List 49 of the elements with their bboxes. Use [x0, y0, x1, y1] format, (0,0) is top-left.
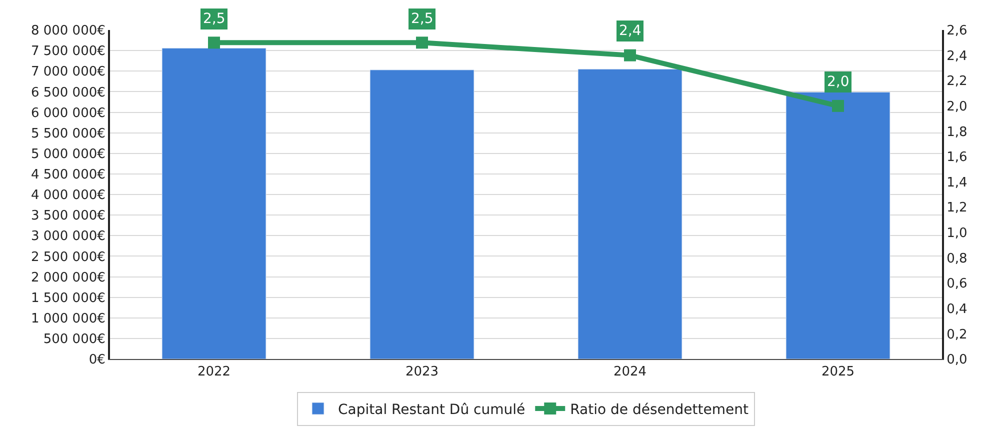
data-label: 2,5	[411, 11, 434, 27]
point	[832, 100, 844, 112]
data-label: 2,0	[827, 74, 850, 90]
y2-tick-label: 0,2	[946, 327, 968, 342]
y2-tick-label: 0,6	[946, 276, 968, 292]
y-tick-label: 4 500 000€	[30, 167, 106, 182]
bar	[370, 70, 474, 359]
y-tick-label: 0€	[88, 352, 106, 368]
y2-tick-label: 1,4	[946, 175, 968, 190]
y-tick-label: 5 000 000€	[30, 146, 106, 162]
x-tick-label: 2025	[821, 364, 855, 380]
y-tick-label: 7 000 000€	[30, 64, 106, 80]
x-tick-label: 2024	[613, 364, 647, 380]
y-tick-label: 4 000 000€	[30, 188, 106, 204]
x-tick-label: 2023	[405, 364, 439, 380]
x-tick-label: 2022	[197, 364, 231, 380]
bar	[786, 92, 890, 359]
y2-tick-label: 2,2	[946, 74, 968, 90]
y2-tick-label: 1,6	[946, 150, 968, 166]
y-tick-label: 2 000 000€	[30, 270, 106, 286]
y-tick-label: 7 500 000€	[30, 44, 106, 60]
bar	[578, 68, 682, 359]
y-tick-label: 500 000€	[43, 332, 106, 347]
y-tick-label: 6 500 000€	[30, 85, 106, 100]
y-tick-label: 5 500 000€	[30, 126, 106, 142]
y2-tick-label: 1,2	[946, 200, 968, 216]
point	[416, 36, 428, 49]
y-tick-label: 8 000 000€	[30, 24, 106, 39]
data-label: 2,4	[619, 23, 642, 39]
legend-label: Ratio de désendettement	[570, 402, 749, 418]
y-tick-label: 1 000 000€	[30, 311, 106, 326]
bar	[162, 48, 266, 359]
y2-tick-label: 2,0	[946, 99, 968, 114]
y2-tick-label: 0,0	[946, 352, 968, 368]
y2-tick-label: 0,4	[946, 302, 968, 317]
y2-tick-label: 2,6	[946, 24, 968, 39]
y2-tick-label: 0,8	[946, 251, 968, 266]
y-tick-label: 3 000 000€	[30, 229, 106, 244]
y-tick-label: 3 500 000€	[30, 208, 106, 224]
y-tick-label: 6 000 000€	[30, 106, 106, 121]
y2-tick-label: 1,0	[946, 226, 968, 242]
point	[624, 49, 636, 62]
legend-label: Capital Restant Dû cumulé	[338, 402, 526, 418]
point	[208, 36, 220, 49]
y2-tick-label: 1,8	[946, 124, 968, 140]
y-tick-label: 1 500 000€	[30, 290, 106, 306]
y2-tick-label: 2,4	[946, 48, 968, 64]
data-label: 2,5	[203, 11, 226, 27]
y-tick-label: 2 500 000€	[30, 250, 106, 265]
